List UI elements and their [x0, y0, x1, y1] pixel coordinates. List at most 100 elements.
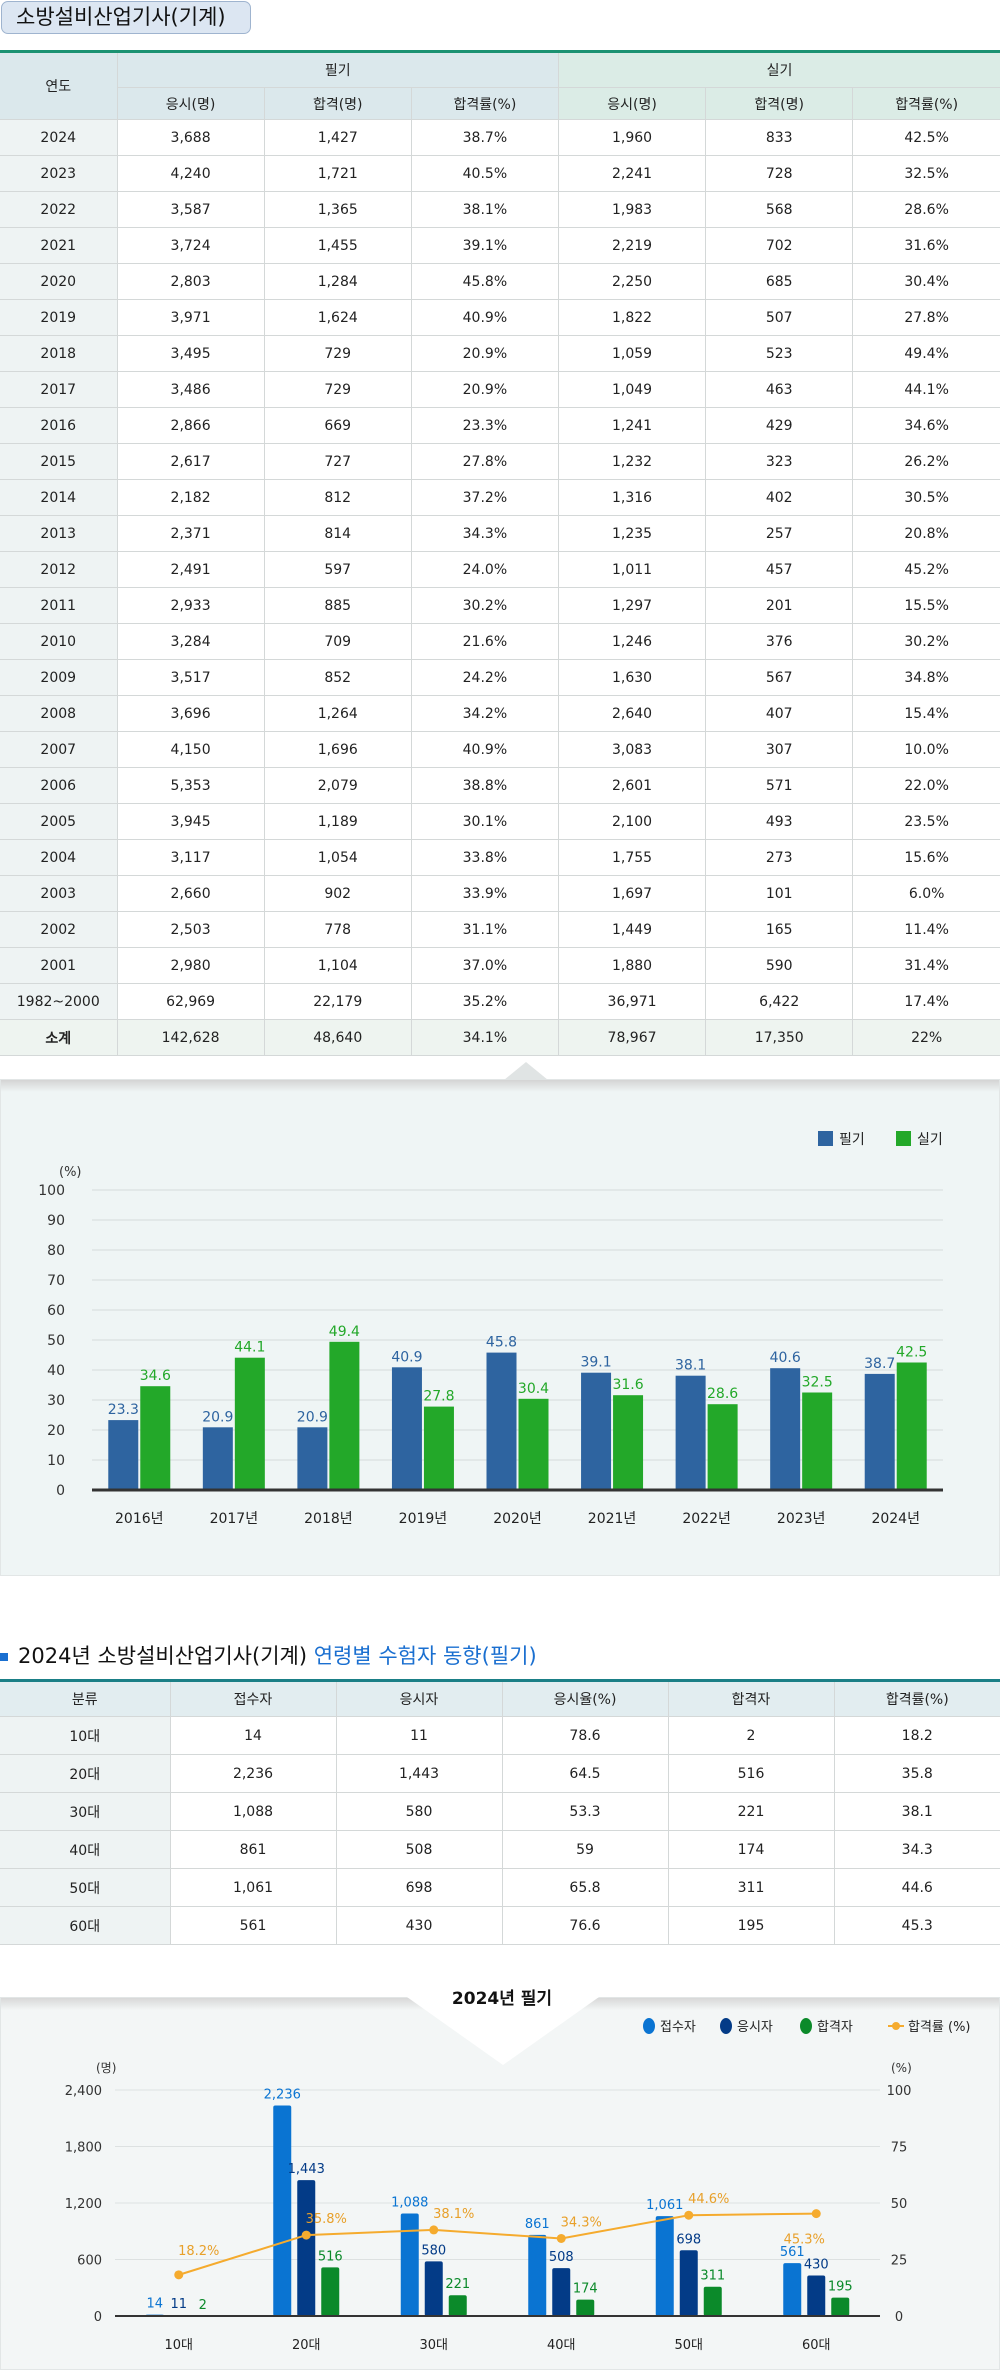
y-tick-label: 0 [56, 1483, 65, 1499]
value-cell: 2,803 [116, 263, 265, 300]
value-cell: 430 [335, 1906, 503, 1945]
column-header: 접수자 [169, 1680, 337, 1717]
bar-written [297, 1427, 328, 1490]
bar-passed [576, 2299, 595, 2316]
pass-rate-chart-panel: (%) 0 10 20 30 40 50 60 70 80 90 100 23.3 34.6 2016년 20… [0, 1062, 1000, 1576]
legend-label: 응시자 [737, 2020, 773, 2035]
y2-tick-label: 50 [891, 2197, 908, 2212]
value-cell: 3,083 [557, 731, 707, 768]
value-cell: 2,371 [116, 515, 265, 552]
bar-received [655, 2216, 674, 2316]
value-cell: 32.5% [852, 155, 1000, 192]
x-tick-label: 2023년 [777, 1511, 826, 1527]
column-header: 응시(명) [117, 87, 265, 120]
column-header: 합격자 [667, 1680, 835, 1717]
value-cell: 1,241 [557, 407, 707, 444]
value-cell: 568 [705, 191, 854, 228]
data-label: 1,443 [288, 2162, 325, 2177]
bar-practical [423, 1406, 454, 1490]
table-row: 2022 3,587 1,365 38.1% 1,983 568 28.6% [0, 191, 1000, 228]
x-tick-label: 2021년 [588, 1511, 637, 1527]
data-label: 195 [828, 2280, 853, 2295]
value-cell: 709 [263, 623, 412, 660]
table-row: 2008 3,696 1,264 34.2% 2,640 407 15.4% [0, 695, 1000, 732]
value-cell: 101 [705, 875, 854, 912]
bullet-square-icon [0, 1653, 8, 1661]
value-cell: 1,104 [263, 947, 412, 984]
value-cell: 33.8% [410, 839, 559, 876]
value-cell: 3,517 [116, 659, 265, 696]
value-cell: 30.5% [852, 479, 1000, 516]
bar-written [675, 1375, 706, 1490]
value-cell: 44.6 [833, 1868, 1000, 1907]
pass-rate-point [684, 2210, 694, 2220]
table-row: 2019 3,971 1,624 40.9% 1,822 507 27.8% [0, 299, 1000, 336]
data-label: 39.1 [580, 1355, 611, 1371]
value-cell: 273 [705, 839, 854, 876]
bar-written [486, 1352, 517, 1490]
value-cell: 1,264 [263, 695, 412, 732]
data-label: 31.6 [612, 1377, 643, 1393]
value-cell: 1,721 [263, 155, 412, 192]
practical-group-header: 실기 [557, 51, 1000, 88]
value-cell: 407 [705, 695, 854, 732]
y-tick-label: 100 [38, 1183, 65, 1199]
data-label: 11 [170, 2297, 187, 2312]
pass-rate-bar-chart: (%) 0 10 20 30 40 50 60 70 80 90 100 23.3 34.6 2016년 20… [38, 1131, 943, 1527]
data-label: 430 [804, 2258, 829, 2273]
value-cell: 2,241 [557, 155, 707, 192]
value-cell: 507 [705, 299, 854, 336]
value-cell: 1,983 [557, 191, 707, 228]
value-cell: 561 [169, 1906, 337, 1945]
legend-swatch [818, 1131, 833, 1146]
table-row: 2010 3,284 709 21.6% 1,246 376 30.2% [0, 623, 1000, 660]
value-cell: 2,933 [116, 587, 265, 624]
value-cell: 728 [705, 155, 854, 192]
table-row: 50대 1,061 698 65.8 311 44.6 [0, 1868, 1000, 1907]
bar-practical [802, 1392, 833, 1490]
pass-rate-label: 34.3% [561, 2215, 602, 2230]
y-tick-label: 1,800 [65, 2141, 102, 2156]
value-cell: 174 [667, 1830, 835, 1869]
data-label: 861 [525, 2217, 550, 2232]
value-cell: 31.1% [410, 911, 559, 948]
year-cell: 2004 [0, 839, 118, 876]
value-cell: 1,235 [557, 515, 707, 552]
value-cell: 18.2 [833, 1716, 1000, 1755]
value-cell: 902 [263, 875, 412, 912]
value-cell: 15.6% [852, 839, 1000, 876]
bar-practical [707, 1404, 738, 1490]
data-label: 38.7 [864, 1356, 895, 1372]
value-cell: 37.2% [410, 479, 559, 516]
value-cell: 23.5% [852, 803, 1000, 840]
value-cell: 1,054 [263, 839, 412, 876]
value-cell: 516 [667, 1754, 835, 1793]
year-cell: 2010 [0, 623, 118, 660]
y-tick-label: 40 [47, 1363, 65, 1379]
value-cell: 24.0% [410, 551, 559, 588]
pass-rate-label: 44.6% [688, 2192, 729, 2207]
value-cell: 493 [705, 803, 854, 840]
legend-line-marker-icon [892, 2022, 900, 2030]
value-cell: 1,455 [263, 227, 412, 264]
age-chart-panel: (명) (%) 0 0 600 25 1,200 50 1,800 75 2,400 100 14 11 2… [0, 1989, 1000, 2370]
table-row: 2016 2,866 669 23.3% 1,241 429 34.6% [0, 407, 1000, 444]
data-label: 32.5 [802, 1375, 833, 1391]
value-cell: 31.4% [852, 947, 1000, 984]
value-cell: 40.5% [410, 155, 559, 192]
data-label: 311 [700, 2269, 725, 2284]
value-cell: 669 [263, 407, 412, 444]
value-cell: 3,945 [116, 803, 265, 840]
y-tick-label: 80 [47, 1243, 65, 1259]
table-row: 2021 3,724 1,455 39.1% 2,219 702 31.6% [0, 227, 1000, 264]
value-cell: 1,297 [557, 587, 707, 624]
data-label: 20.9 [202, 1409, 233, 1425]
year-cell: 2019 [0, 299, 118, 336]
x-tick-label: 2019년 [399, 1511, 448, 1527]
value-cell: 53.3 [501, 1792, 669, 1831]
y-tick-label: 600 [77, 2254, 102, 2269]
value-cell: 1,232 [557, 443, 707, 480]
legend-label: 실기 [917, 1132, 943, 1148]
value-cell: 2,617 [116, 443, 265, 480]
data-label: 42.5 [896, 1345, 927, 1361]
